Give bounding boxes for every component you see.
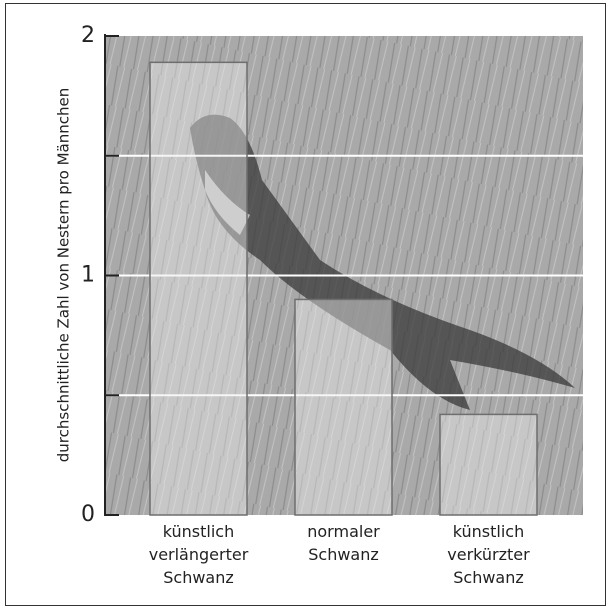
y-tick-label: 2	[81, 23, 95, 48]
bar	[150, 62, 247, 515]
bar	[440, 414, 537, 515]
bar	[295, 299, 392, 515]
y-tick-label: 1	[81, 263, 95, 288]
y-axis-label: durchschnittliche Zahl von Nestern pro M…	[55, 88, 73, 462]
chart: 012künstlichverlängerterSchwanznormalerS…	[0, 0, 611, 609]
y-tick-label: 0	[81, 502, 95, 527]
